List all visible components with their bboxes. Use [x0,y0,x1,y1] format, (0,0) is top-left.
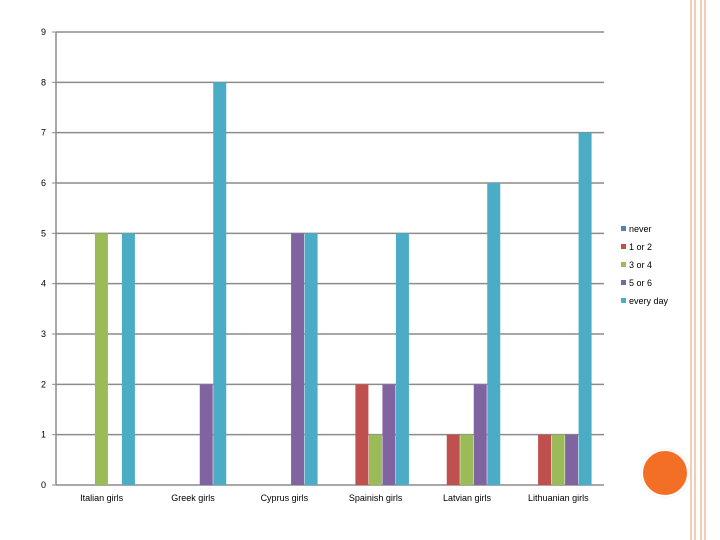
bar [446,434,460,485]
bar [213,82,227,485]
y-tick-label: 8 [41,77,46,87]
y-tick-label: 7 [41,128,46,138]
bar [578,132,592,485]
bar [395,233,409,485]
y-tick-label: 9 [41,27,46,37]
y-tick-label: 4 [41,279,46,289]
legend-label: every day [629,296,669,306]
legend-label: 1 or 2 [629,242,652,252]
decorative-line [700,0,702,540]
bar [487,183,501,485]
y-tick-label: 5 [41,228,46,238]
legend-swatch [621,298,626,303]
bars [94,82,592,485]
bar [355,384,369,485]
legend-swatch [621,262,626,267]
decorative-line [704,0,706,540]
bar [94,233,108,485]
legend-swatch [621,226,626,231]
x-axis-ticks: Italian girls Greek girls Cyprus girls Spai… [80,493,589,503]
legend-swatch [621,244,626,249]
x-tick-label: Italian girls [80,493,124,503]
x-tick-label: Latvian girls [443,493,492,503]
x-tick-label: Spainish girls [349,493,403,503]
decorative-line [694,0,696,540]
bar [565,434,579,485]
legend-label: never [629,224,652,234]
legend-label: 3 or 4 [629,260,652,270]
x-tick-label: Lithuanian girls [528,493,589,503]
y-tick-label: 6 [41,178,46,188]
legend-label: 5 or 6 [629,278,652,288]
gridlines [52,31,604,486]
bar [382,384,396,485]
bar [304,233,318,485]
bar [460,434,474,485]
bar [551,434,565,485]
bar [121,233,135,485]
y-axis-ticks: 0 1 2 3 4 5 6 7 8 9 [41,27,46,490]
y-tick-label: 2 [41,379,46,389]
bar [291,233,305,485]
y-tick-label: 1 [41,430,46,440]
legend: never 1 or 2 3 or 4 5 or 6 every day [621,224,669,306]
y-tick-label: 3 [41,329,46,339]
bar [473,384,487,485]
decorative-line [690,0,692,540]
bar [538,434,552,485]
decorative-circle [641,449,689,497]
x-tick-label: Cyprus girls [261,493,309,503]
y-tick-label: 0 [41,480,46,490]
bar [368,434,382,485]
x-tick-label: Greek girls [171,493,215,503]
bar [199,384,213,485]
legend-swatch [621,280,626,285]
